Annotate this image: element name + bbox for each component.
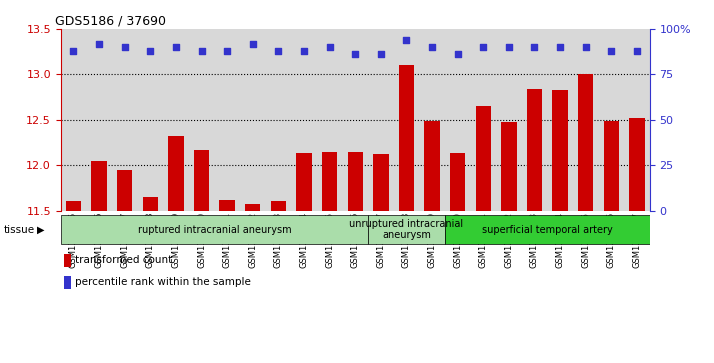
Bar	[603, 121, 619, 211]
Bar	[398, 65, 414, 211]
Bar	[348, 152, 363, 211]
Bar	[66, 201, 81, 211]
Bar	[219, 200, 235, 211]
Bar	[373, 154, 388, 211]
Point	[452, 52, 463, 57]
Bar	[296, 153, 312, 211]
Point	[119, 44, 131, 50]
Text: transformed count: transformed count	[76, 256, 173, 265]
Bar	[424, 121, 440, 211]
FancyBboxPatch shape	[368, 215, 445, 244]
Point	[170, 44, 181, 50]
Point	[145, 48, 156, 54]
Point	[273, 48, 284, 54]
Point	[554, 44, 565, 50]
Bar	[169, 136, 183, 211]
Bar	[245, 204, 261, 211]
Bar	[143, 197, 158, 211]
Bar	[553, 90, 568, 211]
Point	[221, 48, 233, 54]
Text: unruptured intracranial
aneurysm: unruptured intracranial aneurysm	[349, 219, 463, 240]
Bar	[501, 122, 516, 211]
Point	[375, 52, 386, 57]
FancyBboxPatch shape	[445, 215, 650, 244]
Point	[324, 44, 336, 50]
Point	[478, 44, 489, 50]
Point	[503, 44, 515, 50]
Point	[298, 48, 310, 54]
Text: ▶: ▶	[37, 225, 45, 234]
Text: ruptured intracranial aneurysm: ruptured intracranial aneurysm	[138, 225, 291, 234]
Point	[605, 48, 617, 54]
Point	[196, 48, 207, 54]
Point	[349, 52, 361, 57]
FancyBboxPatch shape	[61, 215, 368, 244]
Bar	[322, 152, 337, 211]
Bar	[117, 170, 132, 211]
Bar	[476, 106, 491, 211]
Point	[94, 41, 105, 46]
Bar	[271, 201, 286, 211]
Bar	[64, 276, 71, 289]
Text: tissue: tissue	[4, 225, 35, 234]
Bar	[194, 150, 209, 211]
Bar	[629, 118, 645, 211]
Point	[580, 44, 591, 50]
Point	[401, 37, 412, 43]
Text: GDS5186 / 37690: GDS5186 / 37690	[55, 15, 166, 28]
Point	[247, 41, 258, 46]
Point	[426, 44, 438, 50]
Bar	[578, 74, 593, 211]
Point	[68, 48, 79, 54]
Point	[529, 44, 540, 50]
Bar	[450, 153, 466, 211]
Bar	[527, 89, 542, 211]
Text: superficial temporal artery: superficial temporal artery	[482, 225, 613, 234]
Bar	[64, 254, 71, 267]
Point	[631, 48, 643, 54]
Bar	[91, 160, 107, 211]
Text: percentile rank within the sample: percentile rank within the sample	[76, 277, 251, 287]
